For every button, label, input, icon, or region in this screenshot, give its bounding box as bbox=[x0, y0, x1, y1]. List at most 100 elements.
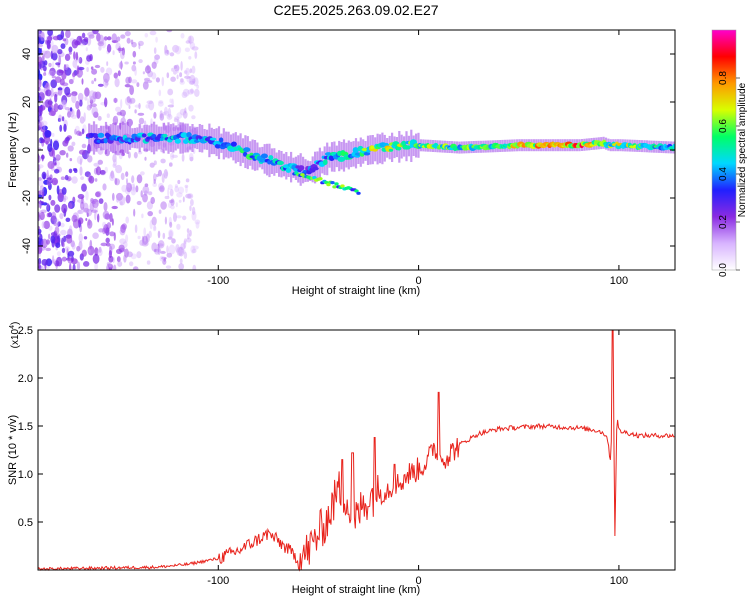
noise-blob bbox=[185, 40, 191, 44]
noise-blob bbox=[83, 261, 90, 267]
noise-blob bbox=[191, 46, 199, 51]
noise-blob bbox=[71, 91, 78, 97]
noise-blob bbox=[126, 182, 132, 193]
ridge-halo bbox=[97, 128, 100, 148]
noise-blob bbox=[53, 104, 57, 110]
noise-blob bbox=[71, 93, 77, 104]
noise-blob bbox=[61, 203, 68, 214]
noise-blob bbox=[48, 233, 51, 240]
noise-blob bbox=[78, 57, 83, 64]
noise-blob bbox=[81, 143, 87, 149]
noise-blob bbox=[63, 123, 67, 132]
noise-blob bbox=[111, 205, 118, 210]
noise-blob bbox=[142, 81, 149, 90]
noise-blob bbox=[93, 111, 99, 118]
noise-blob bbox=[46, 169, 49, 177]
ridge-core bbox=[396, 146, 402, 151]
ridge-core bbox=[230, 141, 237, 147]
noise-blob bbox=[38, 164, 41, 172]
noise-blob bbox=[134, 109, 137, 114]
noise-blob bbox=[41, 259, 48, 266]
noise-blob bbox=[65, 30, 71, 39]
snr-x-tick-label: 100 bbox=[610, 575, 628, 587]
noise-blob bbox=[191, 248, 197, 254]
noise-blob bbox=[64, 107, 70, 111]
colorbar-gradient bbox=[712, 30, 736, 270]
noise-blob bbox=[180, 61, 183, 71]
noise-blob bbox=[44, 130, 51, 138]
noise-blob bbox=[94, 210, 97, 221]
noise-blob bbox=[38, 237, 41, 246]
ridge-core bbox=[337, 156, 346, 162]
branch-blob bbox=[332, 185, 337, 189]
noise-blob bbox=[98, 34, 104, 45]
noise-blob bbox=[117, 47, 124, 52]
noise-blob bbox=[194, 219, 201, 225]
noise-blob bbox=[45, 83, 50, 90]
noise-blob bbox=[167, 88, 174, 96]
noise-blob bbox=[113, 264, 117, 270]
noise-blob bbox=[51, 40, 54, 51]
ridge-core bbox=[672, 143, 675, 150]
noise-blob bbox=[79, 116, 85, 124]
noise-blob bbox=[109, 173, 116, 182]
noise-blob bbox=[176, 215, 182, 219]
noise-blob bbox=[43, 220, 50, 230]
noise-blob bbox=[138, 102, 141, 110]
noise-blob bbox=[111, 40, 118, 44]
noise-blob bbox=[117, 260, 123, 267]
noise-blob bbox=[161, 76, 165, 87]
noise-blob bbox=[177, 118, 180, 126]
noise-blob bbox=[124, 30, 131, 37]
noise-blob bbox=[173, 70, 177, 75]
noise-blob bbox=[131, 64, 137, 72]
noise-blob bbox=[129, 97, 136, 104]
noise-blob bbox=[82, 207, 90, 213]
noise-blob bbox=[106, 113, 110, 118]
noise-blob bbox=[41, 154, 44, 162]
noise-blob bbox=[189, 152, 194, 162]
noise-blob bbox=[111, 218, 114, 226]
noise-blob bbox=[77, 199, 84, 203]
noise-blob bbox=[38, 78, 42, 88]
noise-blob bbox=[141, 235, 145, 243]
noise-blob bbox=[138, 117, 145, 125]
noise-blob bbox=[114, 115, 118, 120]
noise-blob bbox=[62, 103, 65, 108]
colorbar-tick-label: 0.8 bbox=[718, 71, 729, 85]
noise-blob bbox=[83, 202, 89, 212]
noise-blob bbox=[79, 158, 82, 166]
spectrogram-panel: -100 0 100 -40 -20 0 20 40 Height of straight l… bbox=[7, 29, 676, 297]
noise-blob bbox=[142, 71, 145, 75]
noise-blob bbox=[183, 238, 187, 245]
ridge-core bbox=[103, 137, 108, 144]
noise-blob bbox=[84, 87, 90, 97]
noise-blob bbox=[142, 185, 150, 194]
noise-blob bbox=[54, 162, 57, 166]
noise-blob bbox=[192, 245, 199, 250]
noise-blob bbox=[159, 113, 165, 121]
noise-blob bbox=[70, 240, 75, 248]
noise-blob bbox=[153, 111, 157, 119]
noise-blob bbox=[157, 230, 161, 239]
noise-blob bbox=[71, 214, 78, 223]
noise-blob bbox=[38, 44, 43, 48]
noise-blob bbox=[179, 80, 185, 85]
noise-blob bbox=[43, 85, 47, 94]
noise-blob bbox=[175, 202, 178, 208]
noise-blob bbox=[60, 229, 67, 236]
noise-blob bbox=[112, 158, 118, 167]
ridge-core bbox=[209, 137, 217, 141]
noise-blob bbox=[124, 61, 129, 65]
noise-blob bbox=[71, 242, 76, 250]
noise-blob bbox=[75, 100, 80, 110]
noise-blob bbox=[125, 216, 129, 224]
noise-blob bbox=[65, 136, 70, 142]
noise-blob bbox=[117, 70, 121, 77]
snr-plot-area bbox=[38, 330, 675, 570]
noise-blob bbox=[50, 235, 56, 244]
ridge-core bbox=[214, 143, 221, 149]
noise-blob bbox=[61, 95, 68, 105]
noise-blob bbox=[78, 233, 83, 243]
branch-blob bbox=[334, 182, 339, 186]
